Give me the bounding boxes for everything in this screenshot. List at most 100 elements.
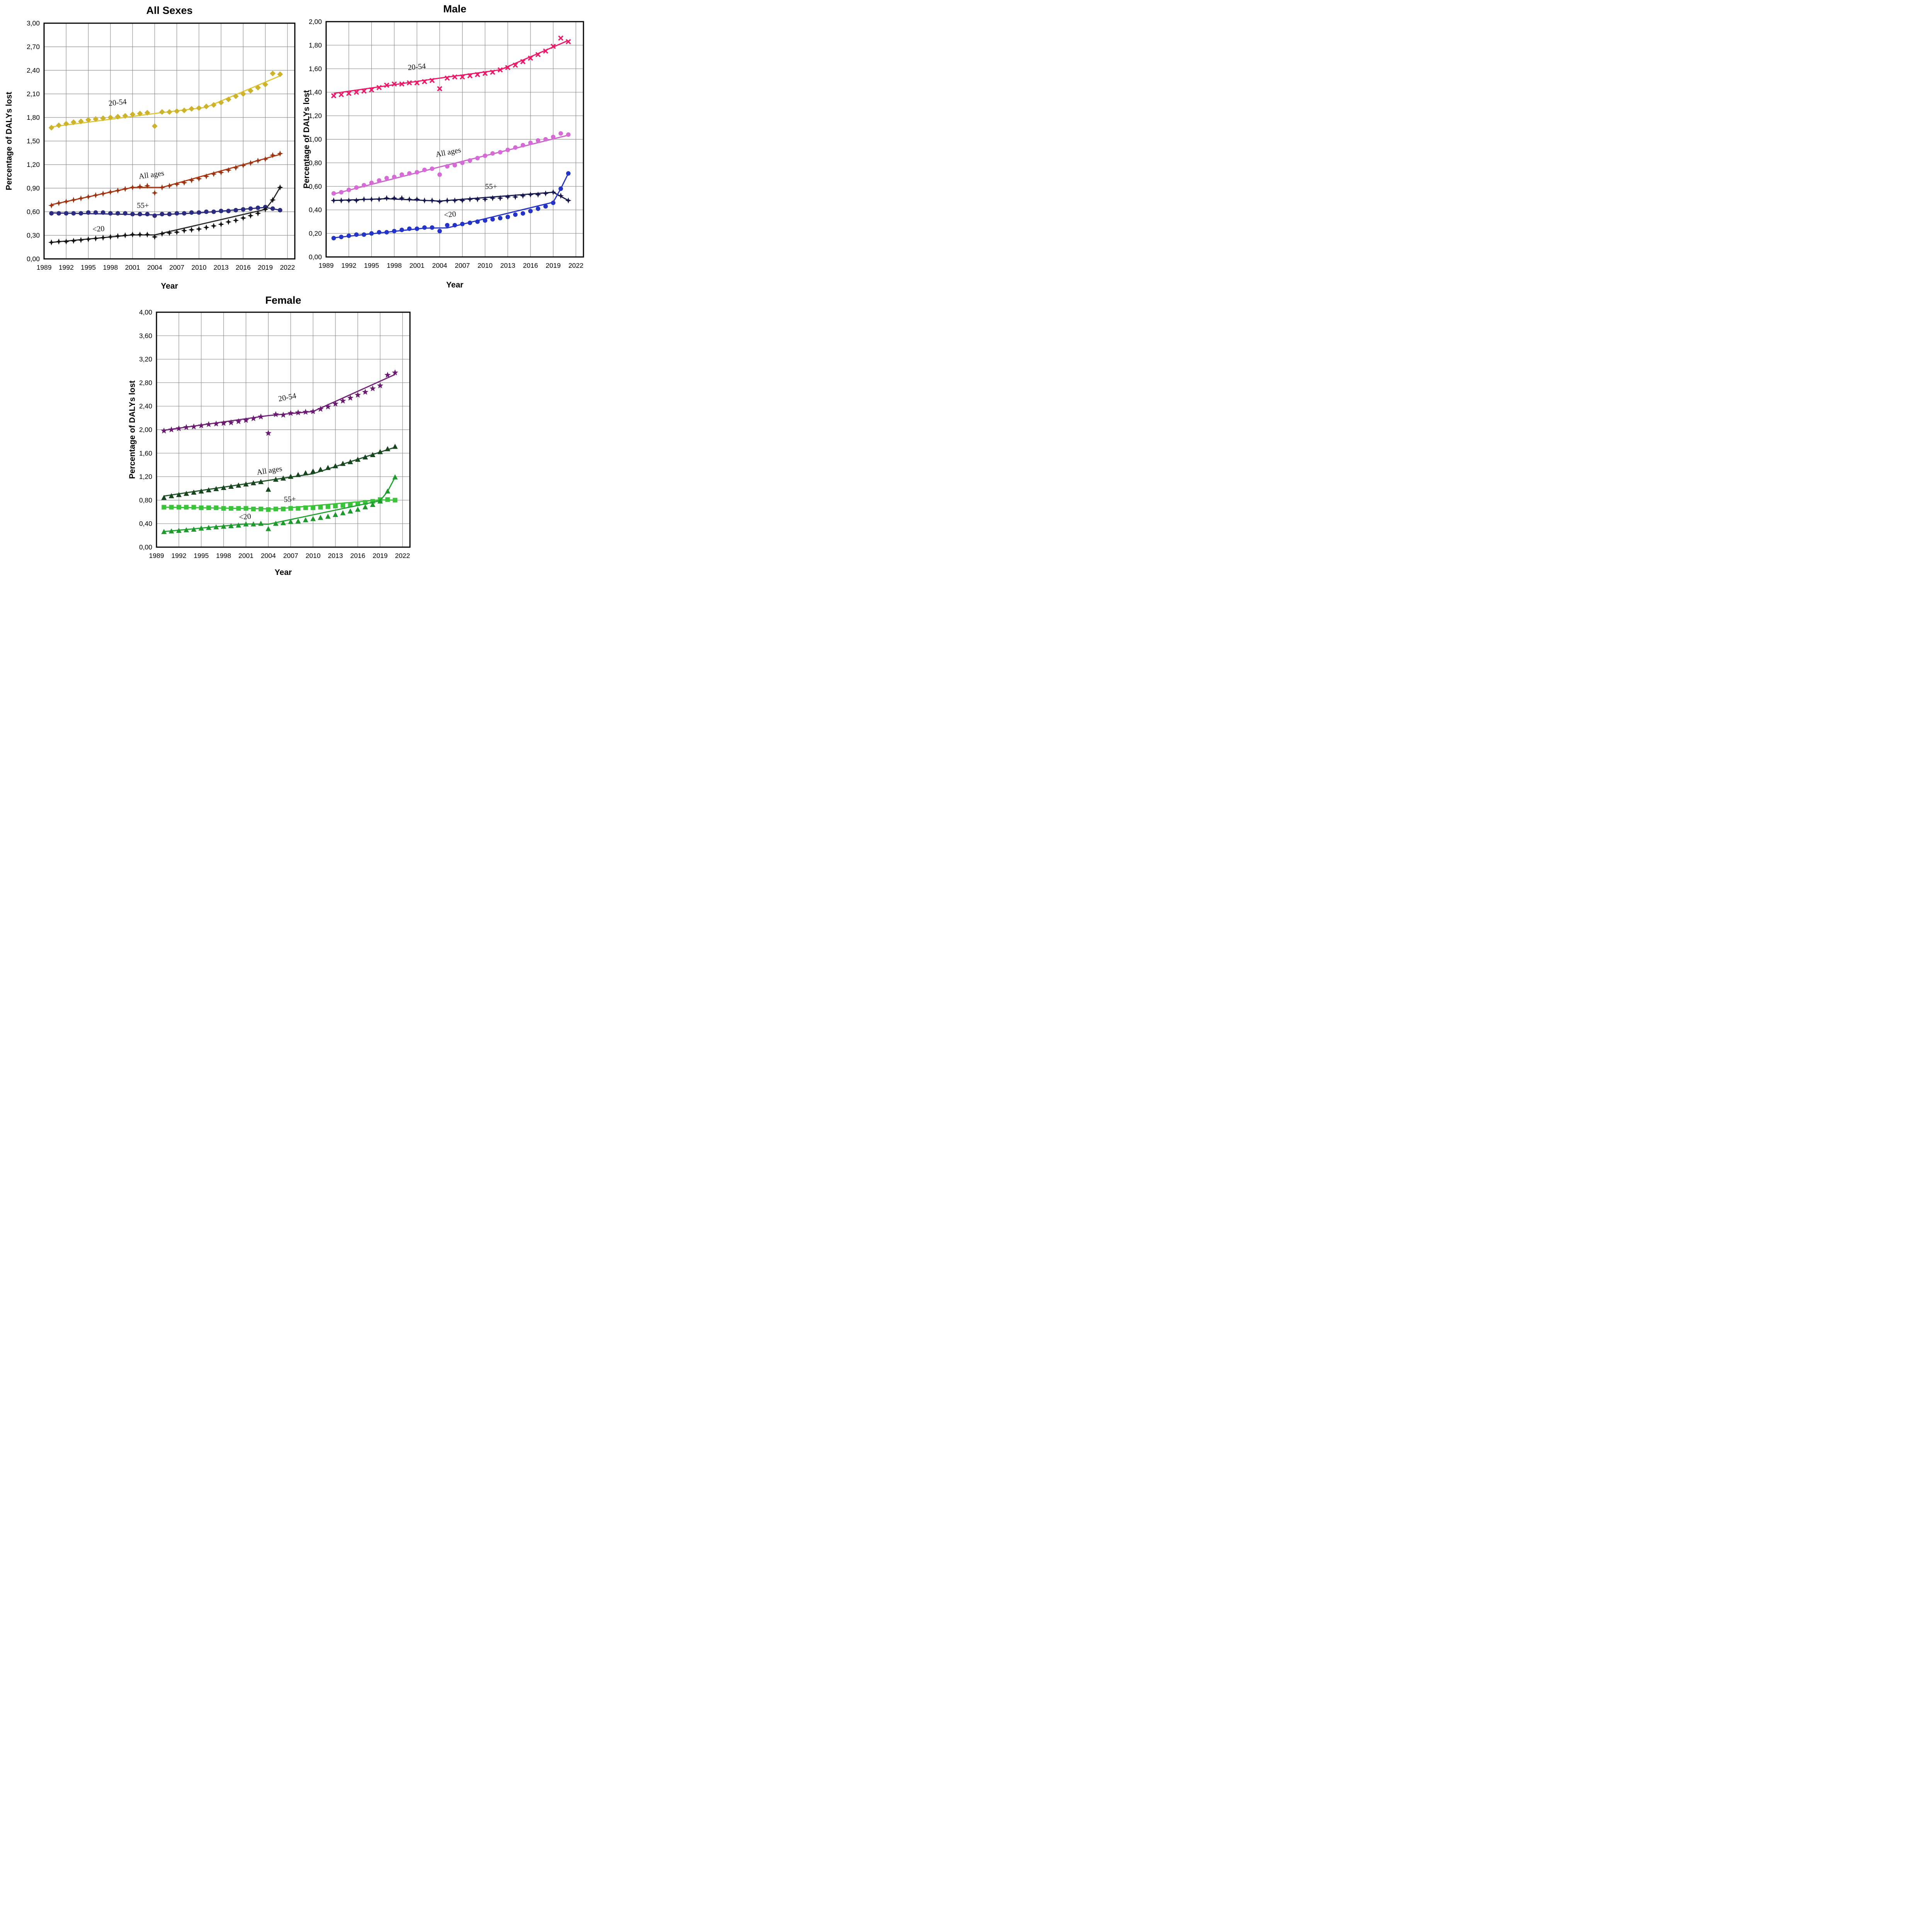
data-point-triangle	[191, 526, 197, 532]
data-point-star5	[362, 389, 369, 395]
data-point-diamond	[115, 114, 121, 120]
series-label: 20-54	[277, 391, 297, 403]
observed-points	[48, 184, 283, 246]
data-point-circle	[505, 214, 510, 219]
data-point-circle	[407, 226, 412, 231]
data-point-star4	[48, 239, 55, 246]
series-20-54: 20-54	[48, 70, 283, 131]
data-point-star4	[225, 219, 232, 225]
data-point-triangle	[198, 488, 204, 494]
observed-points	[330, 189, 571, 205]
data-point-diamond	[100, 115, 106, 121]
data-point-circle	[407, 171, 412, 176]
data-point-star4	[70, 238, 77, 244]
data-point-star4	[211, 171, 217, 177]
data-point-circle	[346, 187, 351, 192]
data-point-triangle	[310, 468, 316, 474]
x-axis-ticks: 1989 1992 1995 1998 2001 2004 2007 2010 2013 2016…	[37, 264, 295, 271]
data-point-star4	[345, 197, 352, 204]
data-point-circle	[331, 191, 336, 196]
data-point-star4	[137, 183, 143, 190]
data-point-cross	[444, 75, 450, 81]
data-point-circle	[384, 230, 389, 235]
data-point-square	[273, 507, 278, 512]
x-tick-label: 1995	[81, 264, 96, 271]
data-point-star4	[129, 231, 136, 238]
data-point-square	[251, 507, 256, 512]
x-tick-label: 2010	[478, 262, 493, 269]
data-point-cross	[429, 78, 435, 83]
data-point-star5	[228, 419, 235, 425]
data-point-circle	[49, 211, 54, 216]
data-point-circle	[468, 220, 472, 225]
y-tick-label: 3,00	[27, 19, 40, 27]
y-tick-label: 1,40	[309, 88, 322, 96]
data-point-triangle	[243, 481, 249, 486]
observed-points	[162, 497, 398, 512]
y-tick-label: 0,80	[309, 159, 322, 167]
data-point-circle	[536, 138, 541, 143]
x-tick-label: 2004	[432, 262, 447, 269]
data-point-circle	[520, 143, 526, 148]
data-point-star5	[325, 403, 331, 410]
y-axis-title: Percentage of DALYs lost	[128, 381, 137, 479]
data-point-circle	[543, 204, 548, 209]
data-point-circle	[270, 206, 275, 211]
data-point-cross	[437, 86, 442, 92]
data-point-circle	[248, 206, 253, 211]
data-point-circle	[189, 210, 194, 215]
plot-frame	[43, 22, 296, 260]
data-point-star4	[376, 196, 383, 202]
data-point-circle	[452, 223, 457, 228]
data-point-diamond	[270, 70, 276, 77]
data-point-star4	[70, 197, 77, 203]
data-point-star4	[277, 150, 283, 157]
data-point-square	[303, 505, 308, 510]
data-point-star4	[550, 189, 556, 196]
data-point-triangle	[281, 475, 286, 481]
data-point-circle	[498, 150, 503, 155]
data-point-cross	[459, 74, 465, 80]
data-point-triangle	[273, 476, 279, 482]
data-point-star4	[269, 152, 276, 158]
data-point-square	[311, 505, 316, 510]
gridlines	[326, 22, 583, 257]
data-point-triangle	[236, 482, 242, 488]
data-point-circle	[145, 212, 150, 216]
data-point-square	[266, 507, 271, 512]
data-point-triangle	[258, 520, 264, 526]
x-tick-label: 1992	[341, 262, 356, 269]
x-axis-ticks: 1989 1992 1995 1998 2001 2004 2007 2010 2013 2016…	[319, 262, 583, 269]
data-point-circle	[536, 206, 541, 211]
data-point-circle	[558, 131, 563, 136]
data-point-square	[228, 506, 233, 511]
data-point-square	[385, 497, 390, 502]
data-point-star4	[181, 179, 187, 186]
data-point-cross	[512, 62, 518, 68]
data-point-diamond	[262, 82, 269, 87]
data-point-square	[176, 505, 181, 510]
data-point-circle	[415, 226, 419, 231]
data-point-star4	[196, 226, 202, 232]
data-point-star4	[429, 197, 435, 204]
chart-male: 20-54 All ages 55+ <20 0,00 0,20 0,40 0,60 0,80 1…	[302, 3, 584, 289]
data-point-square	[221, 506, 226, 511]
x-tick-label: 2016	[350, 552, 365, 560]
data-point-triangle	[362, 504, 368, 510]
y-tick-label: 1,20	[27, 161, 40, 168]
data-point-square	[281, 507, 286, 512]
chart-title: Female	[265, 294, 301, 306]
data-point-star4	[255, 210, 261, 217]
data-point-circle	[437, 229, 442, 233]
data-point-circle	[551, 201, 556, 205]
data-point-star4	[277, 184, 283, 190]
data-point-star4	[330, 197, 337, 204]
data-point-diamond	[218, 99, 224, 105]
data-point-triangle	[206, 487, 212, 493]
data-point-star4	[107, 234, 114, 240]
data-point-diamond	[144, 110, 150, 116]
data-point-star4	[512, 194, 519, 200]
data-point-square	[318, 505, 323, 510]
x-tick-label: 1995	[194, 552, 209, 560]
series-all-ages: All ages	[161, 444, 398, 500]
